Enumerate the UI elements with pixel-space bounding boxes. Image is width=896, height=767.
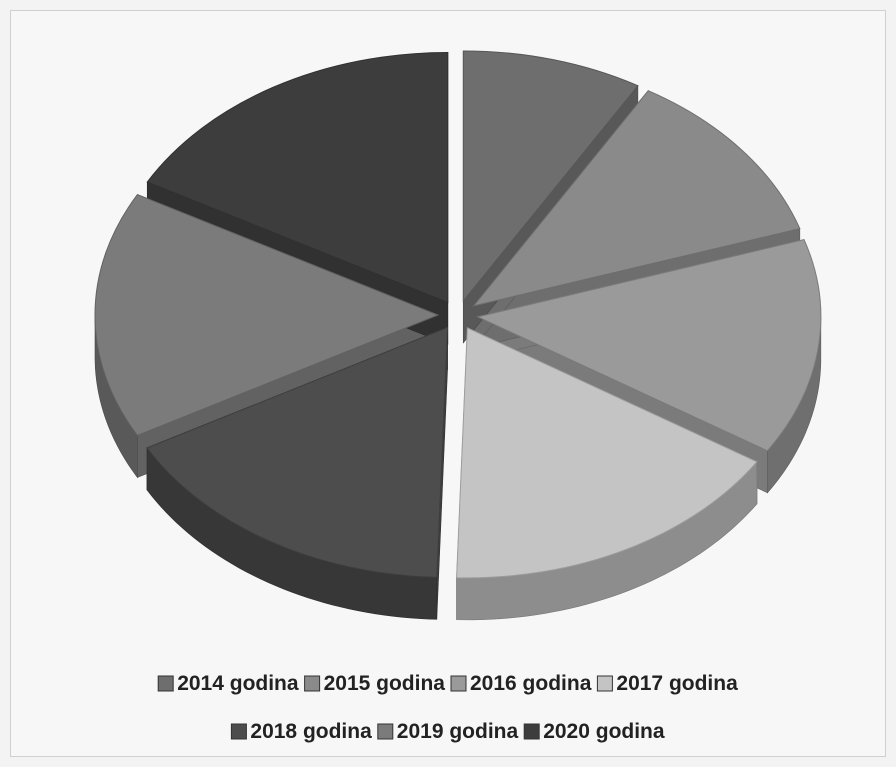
legend-item-2020-godina[interactable]: 2020 godina	[523, 720, 665, 743]
pie-slice-2017-godina[interactable]	[456, 327, 758, 579]
legend-swatch	[377, 723, 394, 740]
legend-label: 2020 godina	[543, 720, 665, 743]
legend-item-2014-godina[interactable]: 2014 godina	[157, 672, 299, 695]
legend-item-2019-godina[interactable]: 2019 godina	[377, 720, 519, 743]
legend-item-2017-godina[interactable]: 2017 godina	[596, 672, 738, 695]
legend-swatch	[523, 723, 540, 740]
legend-item-2018-godina[interactable]: 2018 godina	[230, 720, 372, 743]
pie-slice-2016-godina[interactable]	[476, 238, 822, 452]
legend-label: 2015 godina	[324, 672, 446, 695]
legend-label: 2018 godina	[250, 720, 372, 743]
legend-label: 2014 godina	[177, 672, 299, 695]
pie-slice-2015-godina[interactable]	[472, 90, 801, 307]
pie-slice-2014-godina[interactable]	[462, 50, 639, 303]
legend-label: 2016 godina	[470, 672, 592, 695]
pie-slice-2018-godina[interactable]	[146, 326, 449, 578]
pie-slice-2019-godina[interactable]	[94, 193, 440, 437]
legend-label: 2019 godina	[397, 720, 519, 743]
legend-swatch	[157, 675, 174, 692]
pie-slice-2020-godina[interactable]	[146, 51, 449, 304]
legend: 2014 godina 2015 godina 2016 godina 2017…	[157, 672, 738, 743]
legend-label: 2017 godina	[616, 672, 738, 695]
legend-swatch	[596, 675, 613, 692]
legend-swatch	[304, 675, 321, 692]
legend-swatch	[450, 675, 467, 692]
pie-slices	[94, 50, 822, 579]
legend-item-2016-godina[interactable]: 2016 godina	[450, 672, 592, 695]
legend-item-2015-godina[interactable]: 2015 godina	[304, 672, 446, 695]
legend-swatch	[230, 723, 247, 740]
